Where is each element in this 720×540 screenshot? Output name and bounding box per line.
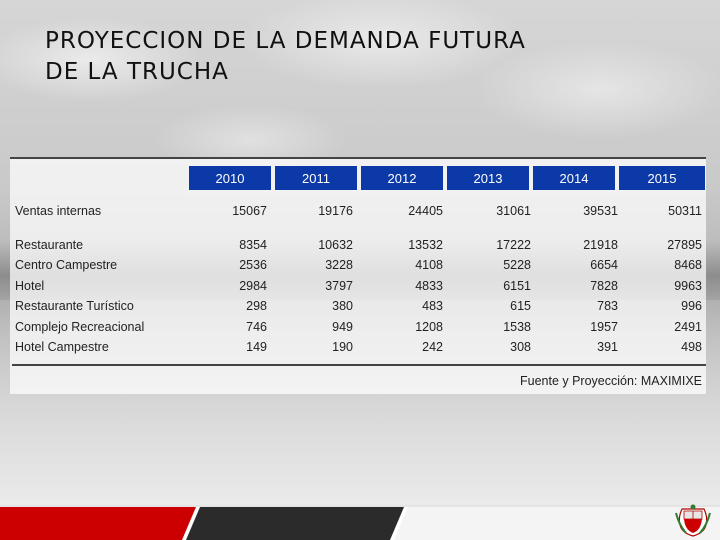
table-cell: 4833 — [415, 279, 443, 293]
table-cell: 2984 — [239, 279, 267, 293]
table-bottom-divider — [12, 364, 706, 366]
row-label-centro-campestre: Centro Campestre — [15, 258, 118, 272]
table-cell: 31061 — [496, 204, 531, 218]
table-cell: 3228 — [325, 258, 353, 272]
table-cell: 1538 — [503, 320, 531, 334]
slide-title-line-2: DE LA TRUCHA — [45, 59, 229, 85]
table-cell: 2491 — [674, 320, 702, 334]
demand-table-panel: 2010 2011 2012 2013 2014 2015 Ventas int… — [10, 157, 706, 394]
table-cell: 242 — [422, 340, 443, 354]
year-header-2011: 2011 — [275, 166, 357, 190]
table-cell: 50311 — [668, 204, 702, 218]
table-cell: 4108 — [415, 258, 443, 272]
table-source-note: Fuente y Proyección: MAXIMIXE — [519, 374, 702, 388]
table-cell: 1208 — [415, 320, 443, 334]
year-header-2014: 2014 — [533, 166, 615, 190]
footer-light-stripe — [394, 507, 720, 540]
table-cell: 949 — [332, 320, 353, 334]
table-cell: 27895 — [667, 238, 702, 252]
footer-band — [0, 507, 720, 540]
table-cell: 380 — [332, 299, 353, 313]
year-header-2015: 2015 — [619, 166, 705, 190]
row-label-hotel-campestre: Hotel Campestre — [15, 340, 109, 354]
footer-red-stripe — [0, 507, 196, 540]
row-label-hotel: Hotel — [15, 279, 45, 293]
year-header-2013: 2013 — [447, 166, 529, 190]
table-cell: 483 — [422, 299, 443, 313]
table-cell: 308 — [510, 340, 531, 354]
table-cell: 783 — [597, 299, 618, 313]
table-cell: 3797 — [325, 279, 353, 293]
table-cell: 190 — [332, 340, 353, 354]
row-label-ventas-internas: Ventas internas — [15, 204, 102, 218]
table-cell: 8468 — [674, 258, 702, 272]
row-label-restaurante: Restaurante — [15, 238, 84, 252]
slide-title: PROYECCION DE LA DEMANDA FUTURA DE LA TR… — [45, 26, 685, 88]
table-cell: 996 — [681, 299, 702, 313]
year-header-2010: 2010 — [189, 166, 271, 190]
table-cell: 746 — [246, 320, 267, 334]
table-cell: 615 — [510, 299, 531, 313]
table-cell: 7828 — [590, 279, 618, 293]
table-cell: 5228 — [503, 258, 531, 272]
table-cell: 19176 — [318, 204, 353, 218]
table-cell: 149 — [246, 340, 267, 354]
year-header-row: 2010 2011 2012 2013 2014 2015 — [188, 163, 706, 193]
peru-coat-of-arms-icon — [675, 504, 711, 537]
table-cell: 13532 — [408, 238, 443, 252]
table-cell: 9963 — [674, 279, 702, 293]
table-cell: 298 — [246, 299, 267, 313]
table-cell: 10632 — [318, 238, 353, 252]
table-cell: 391 — [597, 340, 618, 354]
table-cell: 2536 — [239, 258, 267, 272]
table-cell: 1957 — [590, 320, 618, 334]
table-cell: 17222 — [496, 238, 531, 252]
table-cell: 15067 — [232, 204, 267, 218]
table-cell: 6654 — [590, 258, 618, 272]
table-cell: 39531 — [583, 204, 618, 218]
table-cell: 24405 — [408, 204, 443, 218]
footer-dark-stripe — [186, 507, 404, 540]
table-cell: 498 — [681, 340, 702, 354]
table-cell: 21918 — [583, 238, 618, 252]
row-label-complejo-recreacional: Complejo Recreacional — [15, 320, 145, 334]
row-label-restaurante-turistico: Restaurante Turístico — [15, 299, 134, 313]
table-cell: 8354 — [239, 238, 267, 252]
year-header-2012: 2012 — [361, 166, 443, 190]
table-cell: 6151 — [503, 279, 531, 293]
slide-title-line-1: PROYECCION DE LA DEMANDA FUTURA — [45, 28, 526, 54]
